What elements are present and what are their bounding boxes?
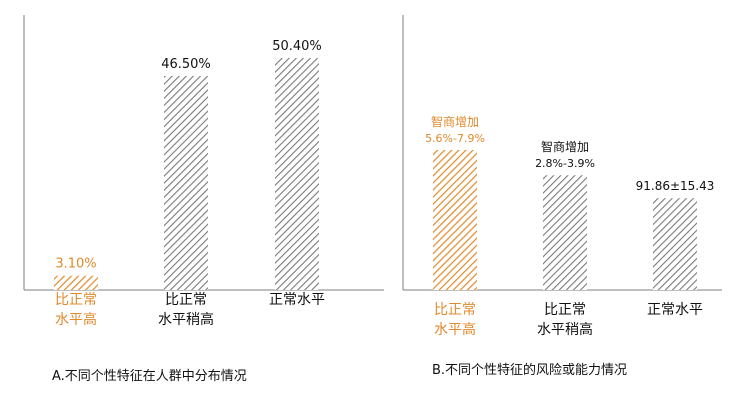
chart-b-tick-label-0-0: 比正常 bbox=[434, 302, 476, 318]
chart-b-title: B.不同个性特征的风险或能力情况 bbox=[432, 362, 627, 378]
chart-b-bar-1 bbox=[543, 175, 587, 290]
chart-a-title: A.不同个性特征在人群中分布情况 bbox=[52, 369, 247, 384]
chart-b-tick-label-1-0: 比正常 bbox=[544, 302, 586, 318]
chart-a-data-label-2-0: 50.40% bbox=[272, 39, 322, 54]
chart-b-bar-0 bbox=[433, 150, 477, 290]
chart-a-data-label-1-0: 46.50% bbox=[161, 57, 211, 72]
chart-a-bar-1 bbox=[164, 75, 208, 290]
chart-a-tick-label-0-1: 水平高 bbox=[55, 311, 97, 328]
chart-a-bar-0 bbox=[54, 275, 98, 290]
chart-b-bar-2 bbox=[653, 198, 697, 290]
chart-b-data-label-2-0: 91.86±15.43 bbox=[636, 179, 715, 193]
chart-b-tick-label-2-0: 正常水平 bbox=[647, 302, 703, 318]
chart-a-tick-label-0-0: 比正常 bbox=[55, 292, 97, 308]
chart-b-tick-label-0-1: 水平高 bbox=[434, 321, 476, 338]
chart-a-bar-2 bbox=[275, 58, 319, 290]
chart-b-tick-label-1-1: 水平稍高 bbox=[537, 321, 593, 338]
chart-a-tick-label-1-0: 比正常 bbox=[165, 292, 207, 308]
chart-b-data-label-0-1: 5.6%-7.9% bbox=[425, 132, 485, 145]
chart-b-data-label-1-1: 2.8%-3.9% bbox=[535, 157, 595, 170]
chart-a-tick-label-2-0: 正常水平 bbox=[269, 292, 325, 308]
chart-b-data-label-0-0: 智商增加 bbox=[431, 114, 479, 129]
chart-a-tick-label-1-1: 水平稍高 bbox=[158, 311, 214, 328]
chart-b-data-label-1-0: 智商增加 bbox=[541, 139, 589, 154]
chart-a-data-label-0-0: 3.10% bbox=[55, 257, 96, 272]
